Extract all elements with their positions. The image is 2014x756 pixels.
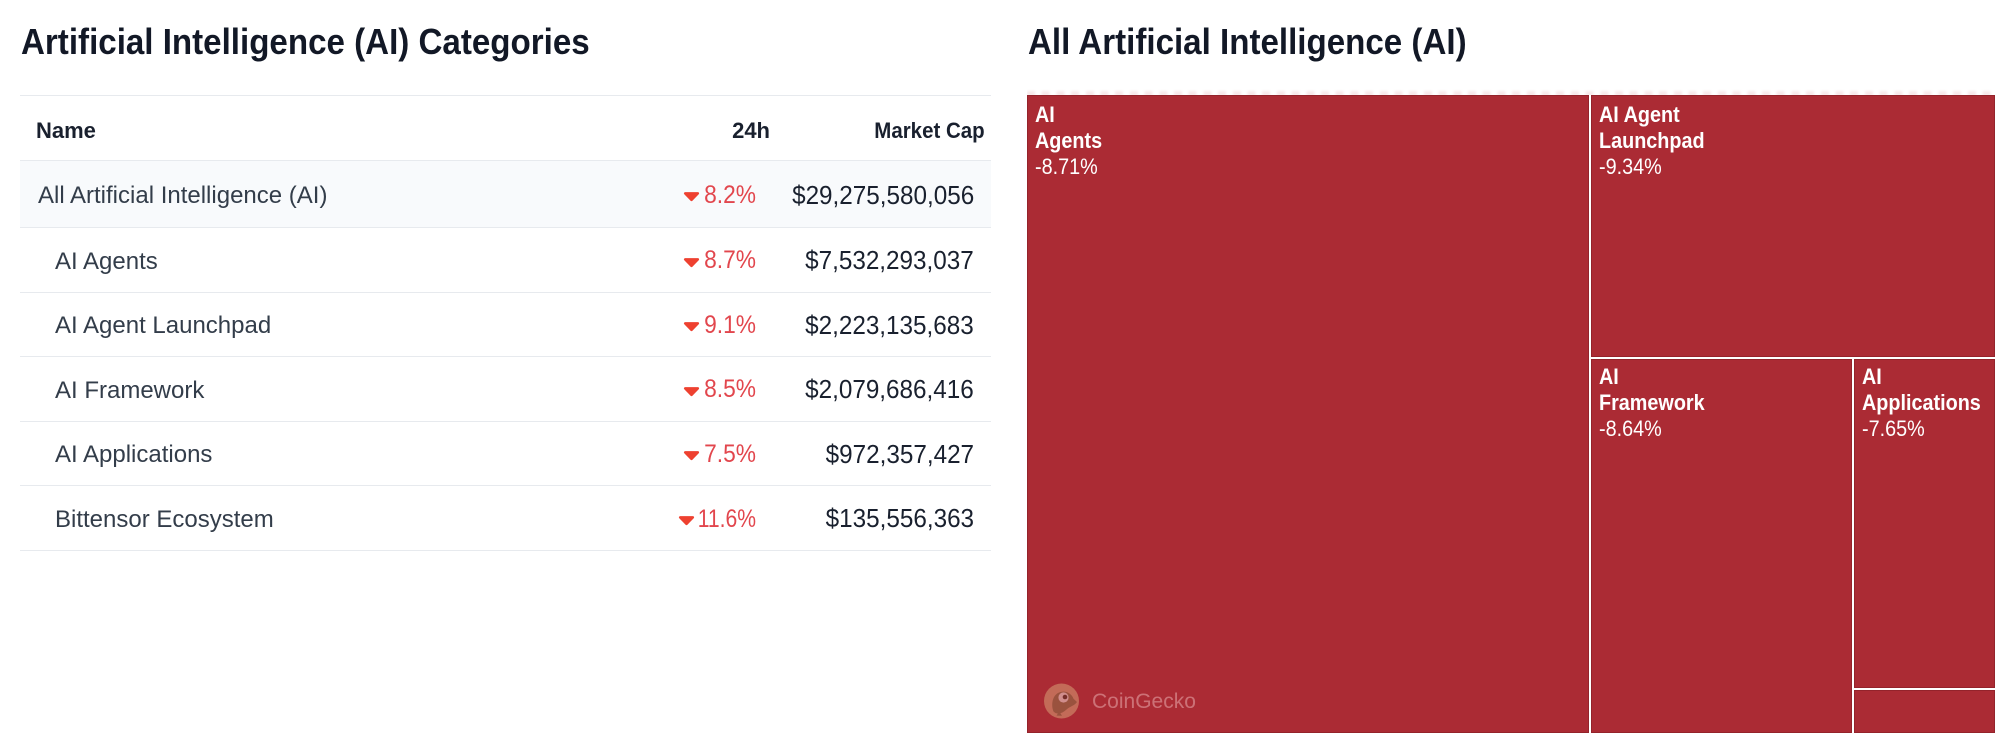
svg-text:CoinGecko: CoinGecko [1092, 690, 1196, 713]
